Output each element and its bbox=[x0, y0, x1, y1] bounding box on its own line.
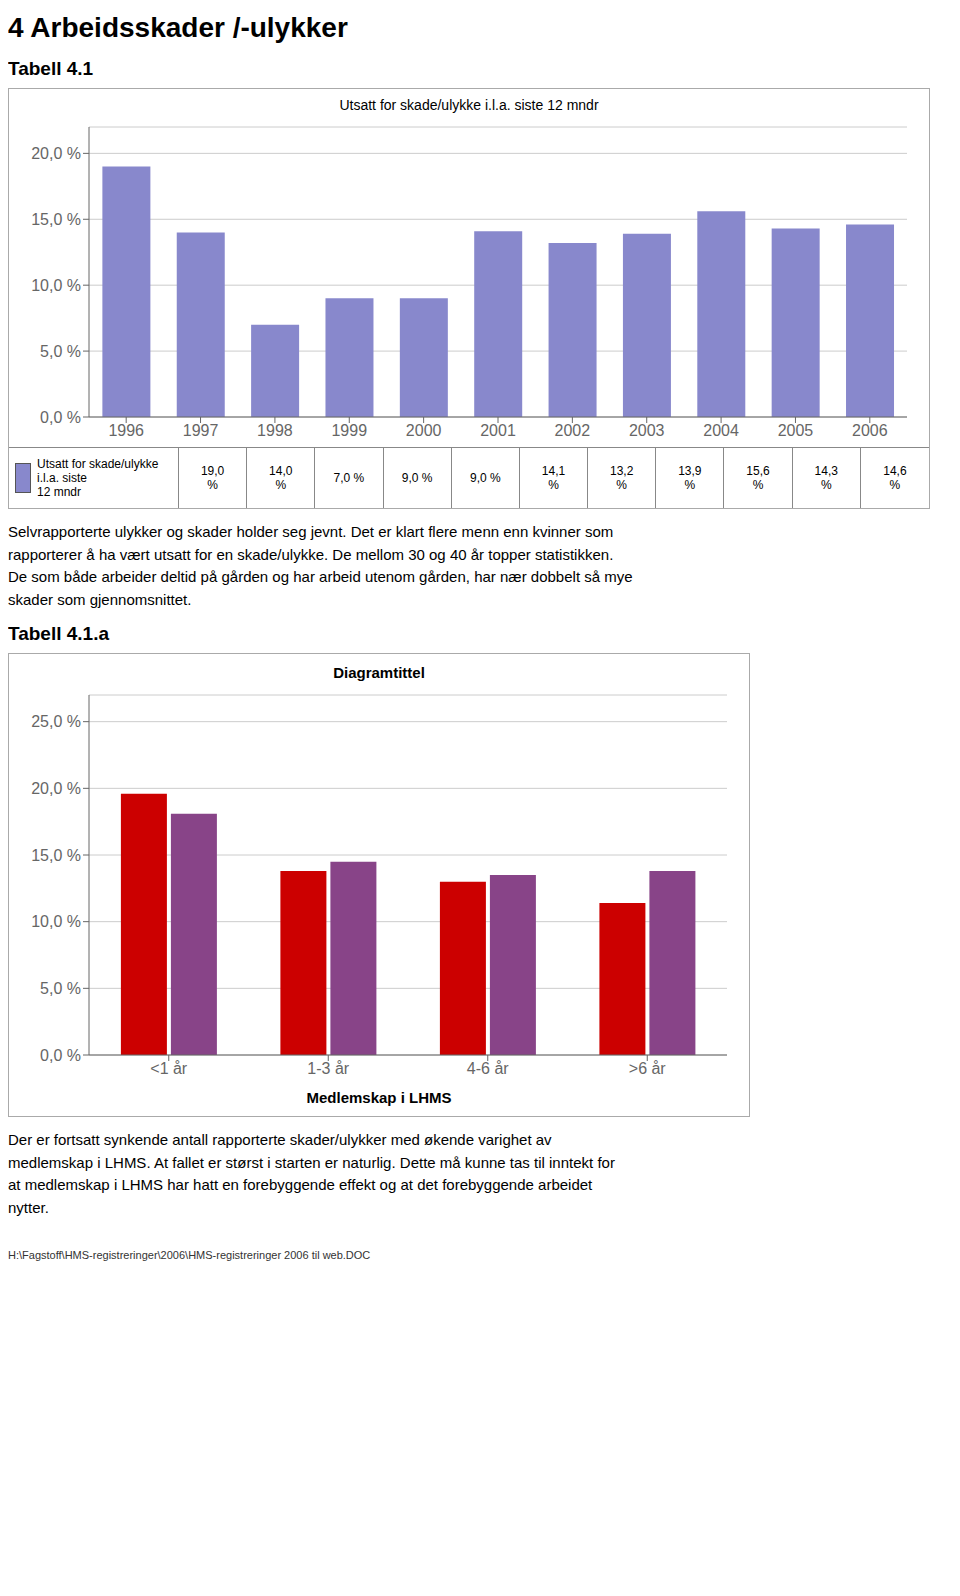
svg-text:15,0 %: 15,0 % bbox=[31, 847, 81, 864]
svg-text:15,0 %: 15,0 % bbox=[31, 211, 81, 228]
html-text:Diagramtittel: Diagramtittel bbox=[333, 664, 425, 681]
html-text:9,0 %: 9,0 % bbox=[401, 471, 433, 485]
html-text:Utsatt for skade/ulykke i.l.a.: Utsatt for skade/ulykke i.l.a. siste 12 … bbox=[37, 457, 159, 499]
svg-text:1-3 år: 1-3 år bbox=[307, 1060, 349, 1077]
svg-text:2005: 2005 bbox=[778, 422, 814, 439]
svg-text:<1 år: <1 år bbox=[150, 1060, 188, 1077]
html-text:14,3 %: 14,3 % bbox=[814, 464, 838, 492]
svg-text:0,0 %: 0,0 % bbox=[40, 409, 81, 426]
svg-text:2004: 2004 bbox=[703, 422, 739, 439]
html-text:Medlemskap i LHMS: Medlemskap i LHMS bbox=[306, 1089, 452, 1106]
html-text:H:\Fagstoff\HMS-registreringer: H:\Fagstoff\HMS-registreringer\2006\HMS-… bbox=[8, 1249, 371, 1261]
html-text:Selvrapporterte ulykker og ska: Selvrapporterte ulykker og skader holder… bbox=[8, 523, 633, 608]
html-text:13,2 %: 13,2 % bbox=[610, 464, 634, 492]
html-text:7,0 %: 7,0 % bbox=[333, 471, 365, 485]
svg-text:10,0 %: 10,0 % bbox=[31, 913, 81, 930]
html-text:Der er fortsatt synkende antal: Der er fortsatt synkende antall rapporte… bbox=[8, 1131, 615, 1216]
svg-text:2003: 2003 bbox=[629, 422, 665, 439]
html-text:19,0 %: 19,0 % bbox=[200, 464, 225, 492]
svg-text:2001: 2001 bbox=[480, 422, 516, 439]
svg-text:20,0 %: 20,0 % bbox=[31, 145, 81, 162]
html-text:9,0 %: 9,0 % bbox=[470, 471, 501, 485]
svg-text:1998: 1998 bbox=[257, 422, 293, 439]
svg-text:10,0 %: 10,0 % bbox=[31, 277, 81, 294]
svg-text:2000: 2000 bbox=[406, 422, 442, 439]
svg-text:1999: 1999 bbox=[331, 422, 367, 439]
html-text:15,6 %: 15,6 % bbox=[746, 464, 770, 492]
html-text:14,1 %: 14,1 % bbox=[541, 464, 566, 492]
svg-text:5,0 %: 5,0 % bbox=[40, 343, 81, 360]
html-text:14,6 %: 14,6 % bbox=[883, 464, 907, 492]
html-text:4 Arbeidsskader /-ulykker: 4 Arbeidsskader /-ulykker bbox=[8, 12, 348, 43]
html-text:14,0 %: 14,0 % bbox=[269, 464, 293, 492]
svg-text:2002: 2002 bbox=[555, 422, 591, 439]
svg-text:>6 år: >6 år bbox=[629, 1060, 667, 1077]
html-text:Tabell 4.1.a: Tabell 4.1.a bbox=[8, 623, 109, 644]
svg-text:25,0 %: 25,0 % bbox=[31, 713, 81, 730]
svg-text:20,0 %: 20,0 % bbox=[31, 780, 81, 797]
svg-text:1997: 1997 bbox=[183, 422, 219, 439]
svg-text:1996: 1996 bbox=[108, 422, 144, 439]
svg-text:0,0 %: 0,0 % bbox=[40, 1047, 81, 1064]
html-text:Utsatt for skade/ulykke i.l.a.: Utsatt for skade/ulykke i.l.a. siste 12 … bbox=[339, 97, 599, 113]
svg-text:5,0 %: 5,0 % bbox=[40, 980, 81, 997]
html-text:13,9 %: 13,9 % bbox=[678, 464, 702, 492]
svg-text:2006: 2006 bbox=[852, 422, 888, 439]
svg-text:4-6 år: 4-6 år bbox=[467, 1060, 509, 1077]
html-text:Tabell 4.1: Tabell 4.1 bbox=[8, 58, 94, 79]
